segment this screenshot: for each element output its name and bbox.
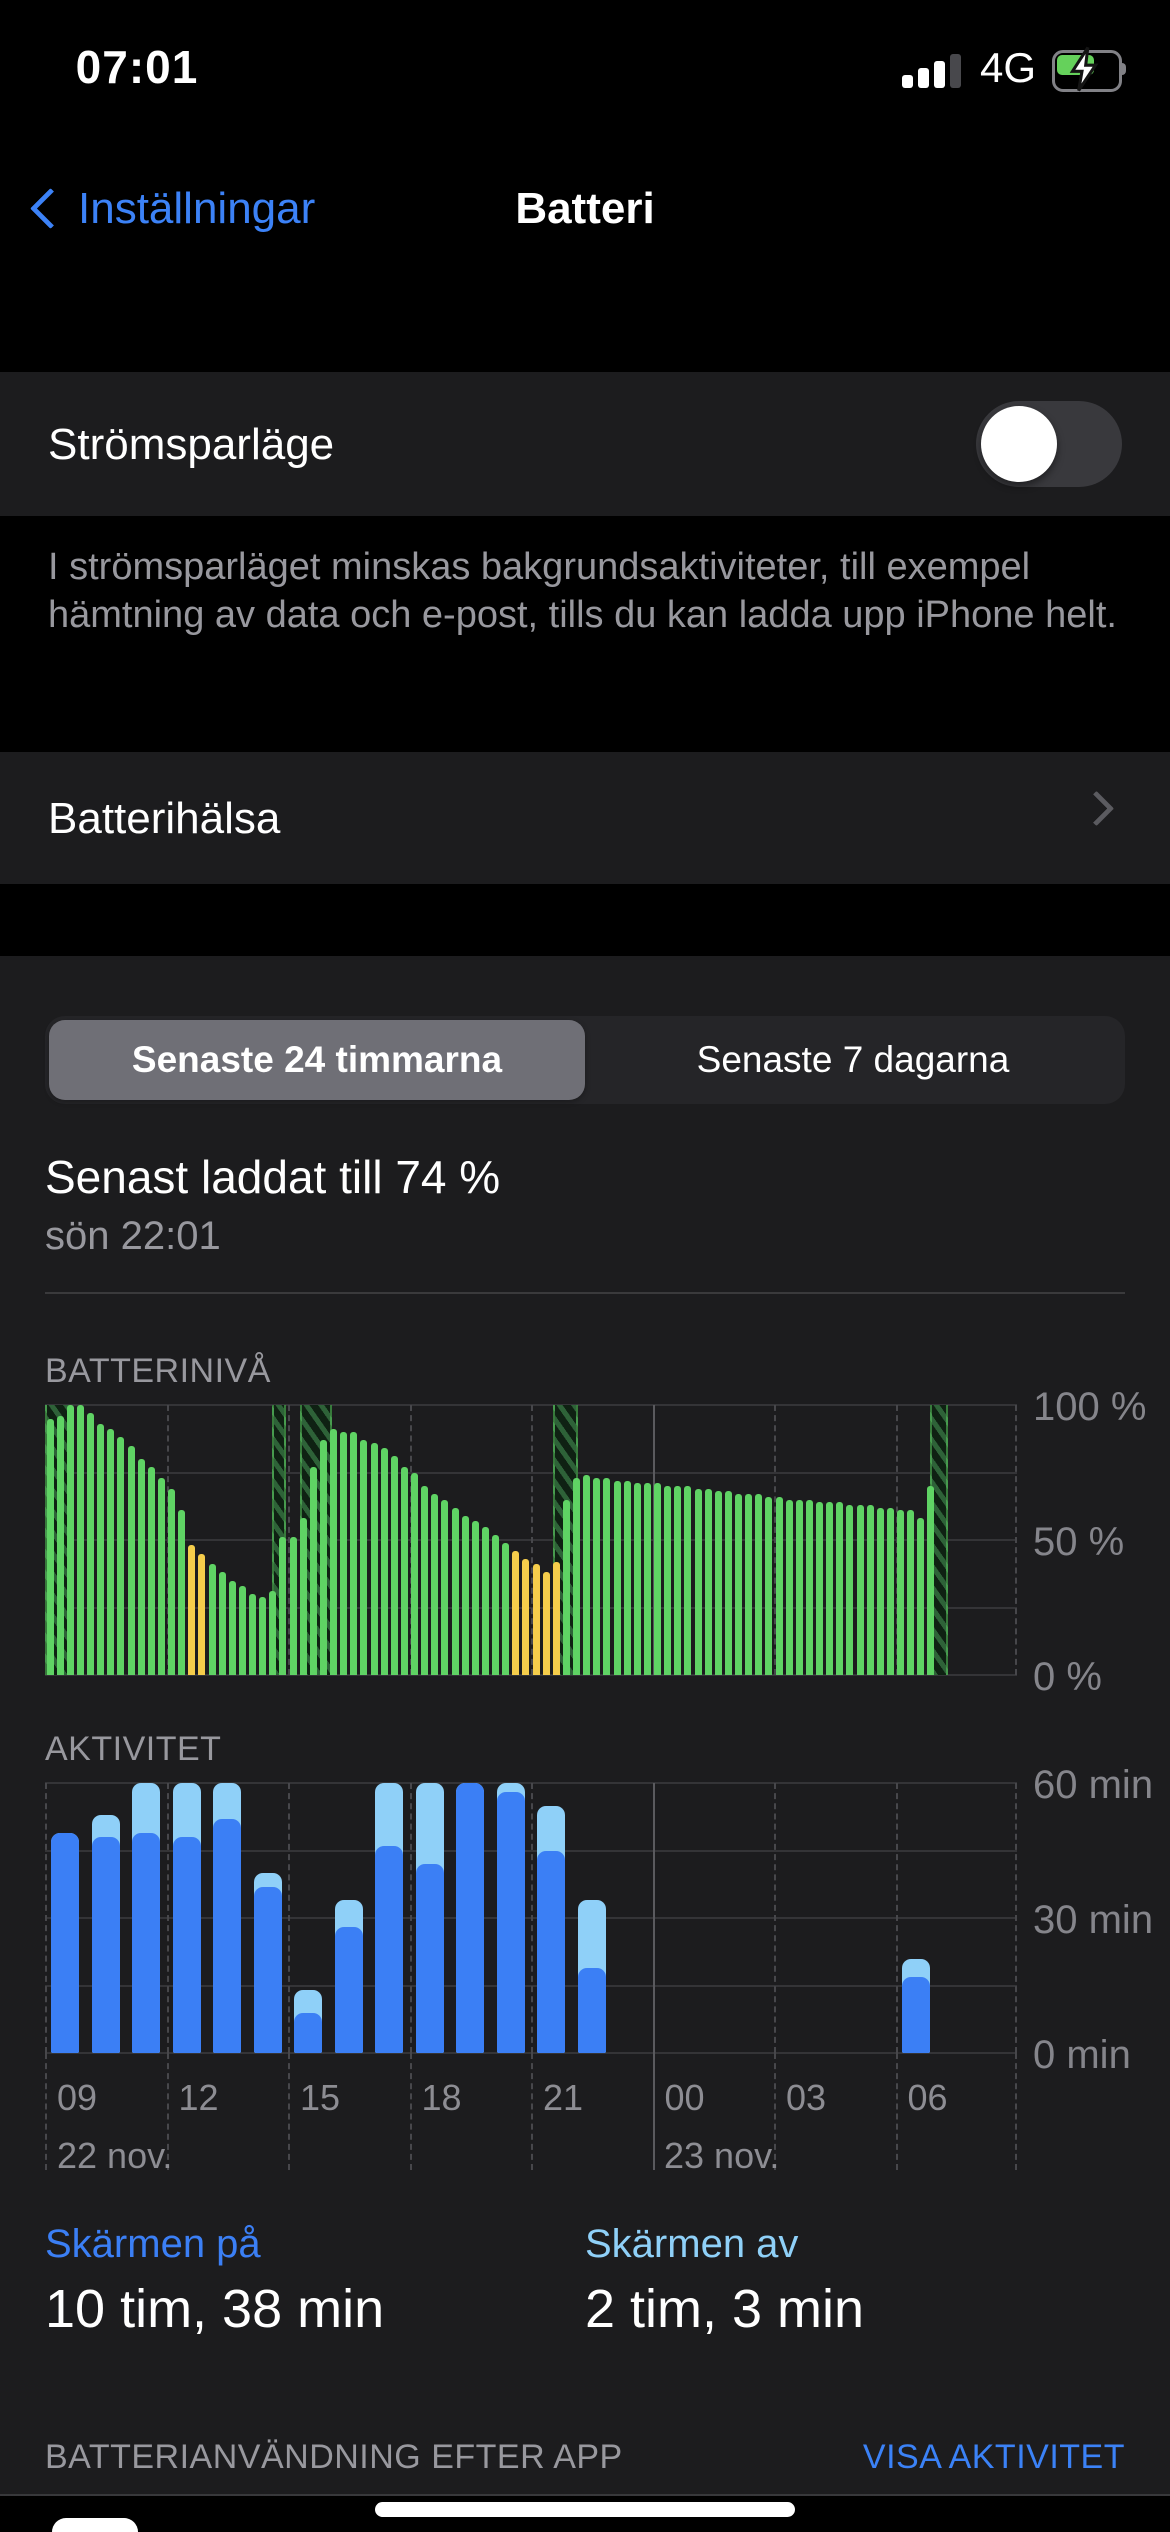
app-icon-partial: [52, 2518, 138, 2532]
activity-chart[interactable]: [45, 1782, 1017, 2054]
x-axis-dates: 22 nov. 23 nov.: [45, 2135, 1017, 2185]
activity-chart-title: AKTIVITET: [45, 1730, 222, 1768]
activity-axis-30: 30 min: [1033, 1898, 1154, 1942]
battery-level-chart[interactable]: [45, 1404, 1017, 1676]
segment-last-7-days[interactable]: Senaste 7 dagarna: [696, 1039, 1010, 1080]
screen-on-label: Skärmen på: [45, 2222, 261, 2266]
battery-health-row[interactable]: Batterihälsa: [0, 752, 1170, 884]
x-tick-18: 18: [421, 2077, 462, 2118]
battery-charging-icon: [1052, 46, 1130, 92]
level-axis-100: 100 %: [1033, 1385, 1147, 1429]
x-tick-00: 00: [664, 2077, 705, 2118]
activity-axis-60: 60 min: [1033, 1763, 1154, 1807]
network-type-label: 4G: [980, 44, 1037, 91]
back-button[interactable]: Inställningar: [78, 184, 316, 233]
low-power-mode-label: Strömsparläge: [48, 420, 335, 469]
battery-usage-by-app-label: BATTERIANVÄNDNING EFTER APP: [45, 2438, 623, 2476]
date-label-start: 22 nov.: [57, 2135, 173, 2176]
home-indicator[interactable]: [375, 2502, 795, 2517]
x-axis-ticks: [45, 2053, 1017, 2170]
x-axis-labels: 09 12 15 18 21 00 03 06: [45, 2077, 1017, 2127]
section-separator: [0, 2494, 1170, 2496]
time-range-segmented-control: Senaste 24 timmarna Senaste 7 dagarna: [45, 1016, 1125, 1104]
lightning-bolt-icon: [1069, 46, 1099, 92]
x-tick-03: 03: [786, 2077, 827, 2118]
x-tick-21: 21: [543, 2077, 584, 2118]
activity-axis-0: 0 min: [1033, 2033, 1131, 2077]
screen-off-value: 2 tim, 3 min: [585, 2279, 865, 2339]
show-activity-button[interactable]: VISA AKTIVITET: [862, 2438, 1125, 2476]
cellular-signal-icon: [902, 52, 966, 88]
last-charged-subtitle: sön 22:01: [45, 1214, 221, 1258]
low-power-mode-row: Strömsparläge: [0, 372, 1170, 516]
divider: [45, 1292, 1125, 1294]
last-charged-title: Senast laddat till 74 %: [45, 1151, 501, 1203]
x-tick-15: 15: [300, 2077, 341, 2118]
x-tick-06: 06: [907, 2077, 948, 2118]
status-time: 07:01: [75, 41, 199, 93]
x-tick-09: 09: [57, 2077, 98, 2118]
level-axis-50: 50 %: [1033, 1520, 1125, 1564]
level-axis-0: 0 %: [1033, 1655, 1102, 1699]
battery-health-label: Batterihälsa: [48, 794, 281, 843]
low-power-mode-description: I strömsparläget minskas bakgrundsaktivi…: [48, 546, 1117, 636]
battery-usage-section: Senaste 24 timmarna Senaste 7 dagarna Se…: [0, 956, 1170, 2496]
battery-level-chart-title: BATTERINIVÅ: [45, 1352, 271, 1390]
screen-off-label: Skärmen av: [585, 2222, 799, 2266]
date-label-midnight: 23 nov.: [664, 2135, 780, 2176]
low-power-mode-toggle[interactable]: [976, 401, 1122, 487]
screen-on-value: 10 tim, 38 min: [45, 2279, 385, 2339]
page-title: Batteri: [515, 184, 655, 233]
x-tick-12: 12: [178, 2077, 219, 2118]
segment-last-24-hours[interactable]: Senaste 24 timmarna: [49, 1020, 585, 1100]
